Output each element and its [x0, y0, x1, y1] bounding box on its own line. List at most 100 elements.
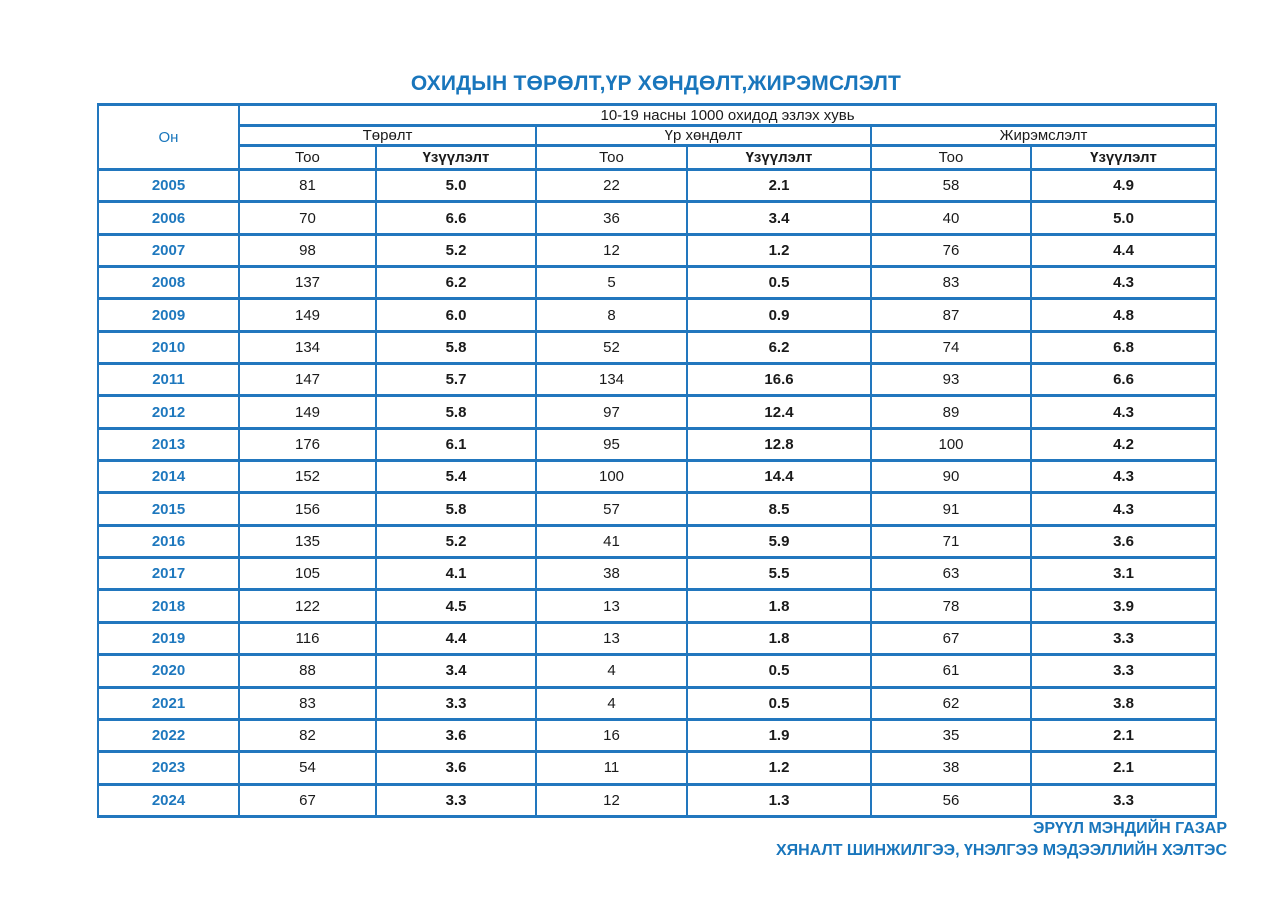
pregnancy-count-cell: 74: [870, 329, 1032, 366]
pregnancy-count-cell: 90: [870, 459, 1032, 495]
table-row: 2011 147 5.7 134 16.6 93 6.6: [97, 362, 1218, 398]
table-row: 2017 105 4.1 38 5.5 63 3.1: [97, 556, 1218, 592]
year-cell: 2024: [97, 782, 240, 818]
abortion-count-cell: 12: [535, 232, 688, 269]
abortion-rate-cell: 0.5: [686, 653, 872, 689]
birth-count-cell: 149: [238, 297, 377, 333]
abortion-count-cell: 52: [535, 329, 688, 366]
statistics-table: Он 10-19 насны 1000 охидод эзлэх хувь Тө…: [97, 103, 1218, 818]
footer-organization: ЭРҮҮЛ МЭНДИЙН ГАЗАР: [1032, 820, 1227, 837]
pregnancy-rate-cell: 3.1: [1029, 556, 1218, 592]
birth-rate-cell: 5.0: [375, 167, 537, 204]
birth-count-cell: 147: [238, 362, 377, 398]
pregnancy-rate-cell: 4.3: [1029, 491, 1218, 527]
abortion-count-cell: 16: [535, 717, 688, 754]
table-body: 2005 81 5.0 22 2.1 58 4.9 2006 70 6.6 36…: [97, 167, 1218, 818]
abortion-count-cell: 11: [535, 750, 688, 786]
birth-count-cell: 149: [238, 394, 377, 430]
abortion-count-cell: 4: [535, 685, 688, 721]
pregnancy-rate-cell: 3.8: [1029, 685, 1218, 721]
year-cell: 2019: [97, 620, 240, 657]
abortion-count-cell: 97: [535, 394, 688, 430]
table-row: 2013 176 6.1 95 12.8 100 4.2: [97, 426, 1218, 463]
birth-count-cell: 98: [238, 232, 377, 269]
abortion-count-cell: 95: [535, 426, 688, 463]
pregnancy-count-cell: 38: [870, 750, 1032, 786]
pregnancy-count-cell: 56: [870, 782, 1032, 818]
pregnancy-rate-cell: 2.1: [1029, 750, 1218, 786]
abortion-rate-cell: 2.1: [686, 167, 872, 204]
birth-rate-cell: 5.4: [375, 459, 537, 495]
birth-count-cell: 135: [238, 523, 377, 560]
birth-rate-cell: 5.2: [375, 232, 537, 269]
abortion-count-cell: 5: [535, 265, 688, 301]
table-row: 2016 135 5.2 41 5.9 71 3.6: [97, 523, 1218, 560]
abortion-count-cell: 13: [535, 588, 688, 624]
subheader-birth-rate: Үзүүлэлт: [375, 144, 537, 171]
abortion-rate-cell: 12.4: [686, 394, 872, 430]
pregnancy-count-cell: 67: [870, 620, 1032, 657]
table-row: 2005 81 5.0 22 2.1 58 4.9: [97, 167, 1218, 204]
pregnancy-rate-cell: 3.6: [1029, 523, 1218, 560]
birth-rate-cell: 4.5: [375, 588, 537, 624]
abortion-rate-cell: 5.5: [686, 556, 872, 592]
pregnancy-rate-cell: 6.8: [1029, 329, 1218, 366]
pregnancy-rate-cell: 3.3: [1029, 653, 1218, 689]
abortion-rate-cell: 0.9: [686, 297, 872, 333]
abortion-count-cell: 4: [535, 653, 688, 689]
pregnancy-rate-cell: 2.1: [1029, 717, 1218, 754]
birth-count-cell: 82: [238, 717, 377, 754]
footer-department: ХЯНАЛТ ШИНЖИЛГЭЭ, ҮНЭЛГЭЭ МЭДЭЭЛЛИЙН ХЭЛ…: [775, 842, 1227, 859]
birth-count-cell: 156: [238, 491, 377, 527]
pregnancy-rate-cell: 4.8: [1029, 297, 1218, 333]
year-cell: 2014: [97, 459, 240, 495]
abortion-count-cell: 13: [535, 620, 688, 657]
birth-rate-cell: 6.0: [375, 297, 537, 333]
abortion-rate-cell: 1.8: [686, 620, 872, 657]
year-cell: 2015: [97, 491, 240, 527]
pregnancy-rate-cell: 3.3: [1029, 620, 1218, 657]
abortion-rate-cell: 16.6: [686, 362, 872, 398]
year-cell: 2008: [97, 265, 240, 301]
subheader-pregnancy-rate: Үзүүлэлт: [1029, 144, 1218, 171]
pregnancy-count-cell: 62: [870, 685, 1032, 721]
pregnancy-rate-cell: 4.4: [1029, 232, 1218, 269]
birth-rate-cell: 5.8: [375, 329, 537, 366]
abortion-rate-cell: 1.3: [686, 782, 872, 818]
pregnancy-rate-cell: 3.3: [1029, 782, 1218, 818]
subheader-pregnancy-count: Тоо: [870, 144, 1032, 171]
pregnancy-count-cell: 40: [870, 200, 1032, 236]
pregnancy-rate-cell: 4.3: [1029, 394, 1218, 430]
pregnancy-rate-cell: 4.9: [1029, 167, 1218, 204]
table-row: 2021 83 3.3 4 0.5 62 3.8: [97, 685, 1218, 721]
table-row: 2023 54 3.6 11 1.2 38 2.1: [97, 750, 1218, 786]
pregnancy-count-cell: 61: [870, 653, 1032, 689]
year-cell: 2006: [97, 200, 240, 236]
birth-rate-cell: 3.4: [375, 653, 537, 689]
year-cell: 2023: [97, 750, 240, 786]
year-cell: 2013: [97, 426, 240, 463]
table-row: 2007 98 5.2 12 1.2 76 4.4: [97, 232, 1218, 269]
pregnancy-count-cell: 71: [870, 523, 1032, 560]
abortion-rate-cell: 0.5: [686, 265, 872, 301]
birth-rate-cell: 5.8: [375, 491, 537, 527]
pregnancy-rate-cell: 4.3: [1029, 459, 1218, 495]
pregnancy-rate-cell: 6.6: [1029, 362, 1218, 398]
birth-rate-cell: 6.1: [375, 426, 537, 463]
pregnancy-rate-cell: 4.3: [1029, 265, 1218, 301]
birth-count-cell: 81: [238, 167, 377, 204]
birth-rate-cell: 5.2: [375, 523, 537, 560]
page-title: ОХИДЫН ТӨРӨЛТ,ҮР ХӨНДӨЛТ,ЖИРЭМСЛЭЛТ: [410, 72, 902, 95]
birth-rate-cell: 3.3: [375, 685, 537, 721]
abortion-rate-cell: 0.5: [686, 685, 872, 721]
table-row: 2008 137 6.2 5 0.5 83 4.3: [97, 265, 1218, 301]
abortion-rate-cell: 1.9: [686, 717, 872, 754]
table-row: 2015 156 5.8 57 8.5 91 4.3: [97, 491, 1218, 527]
birth-count-cell: 105: [238, 556, 377, 592]
pregnancy-count-cell: 63: [870, 556, 1032, 592]
table-row: 2020 88 3.4 4 0.5 61 3.3: [97, 653, 1218, 689]
table-row: 2018 122 4.5 13 1.8 78 3.9: [97, 588, 1218, 624]
birth-rate-cell: 3.6: [375, 750, 537, 786]
group-header-pregnancy: Жирэмслэлт: [869, 124, 1218, 147]
birth-rate-cell: 6.6: [375, 200, 537, 236]
